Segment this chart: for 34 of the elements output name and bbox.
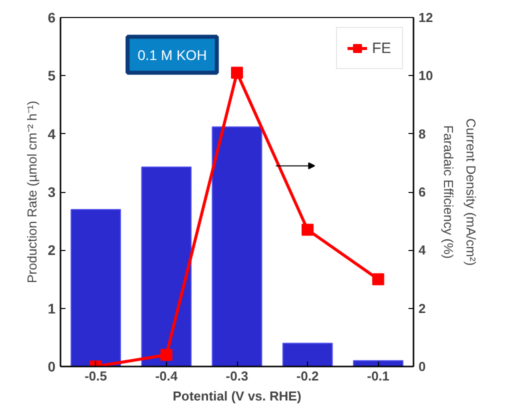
bar — [282, 342, 333, 366]
bar — [141, 166, 192, 366]
point — [160, 348, 172, 361]
x-tick-label: -0.5 — [84, 368, 108, 384]
x-tick-label: -0.1 — [367, 368, 390, 384]
x-axis-title: Potential (V vs. RHE) — [172, 388, 302, 404]
bar — [212, 126, 262, 366]
y-tick-label: 0 — [48, 358, 56, 374]
x-tick-label: -0.4 — [155, 368, 178, 384]
y2-tick-label: 0 — [418, 359, 426, 374]
legend-label: FE — [372, 40, 392, 56]
y-tick-label: 4 — [48, 126, 56, 142]
y2-tick-label: 6 — [418, 184, 426, 200]
y2-tick-label: 4 — [418, 242, 426, 258]
bar — [70, 208, 122, 366]
y2-axis-title: Faradaic Efficiency (%) — [440, 125, 456, 259]
text: Current Density (mA/cm²) — [464, 118, 478, 266]
y2-tick-label: 2 — [418, 300, 426, 316]
point — [302, 224, 314, 236]
bar — [352, 360, 404, 366]
y-tick-label: 5 — [48, 68, 56, 84]
point — [372, 273, 384, 286]
x-tick-label: -0.2 — [296, 368, 319, 384]
x-tick-label: -0.3 — [226, 368, 248, 384]
y-tick-label: 6 — [48, 10, 56, 26]
y-tick-label: 3 — [48, 184, 56, 200]
annotation: 0.1 M KOH — [138, 46, 207, 63]
y2-tick-label: 10 — [418, 68, 433, 84]
point — [231, 66, 243, 79]
y2-tick-label: 12 — [418, 10, 433, 25]
y-axis-title: Production Rate (µmol cm⁻² h⁻¹) — [24, 100, 40, 284]
y-tick-label: 1 — [48, 300, 56, 316]
y-tick-label: 2 — [48, 242, 56, 258]
y2-tick-label: 8 — [418, 126, 426, 142]
